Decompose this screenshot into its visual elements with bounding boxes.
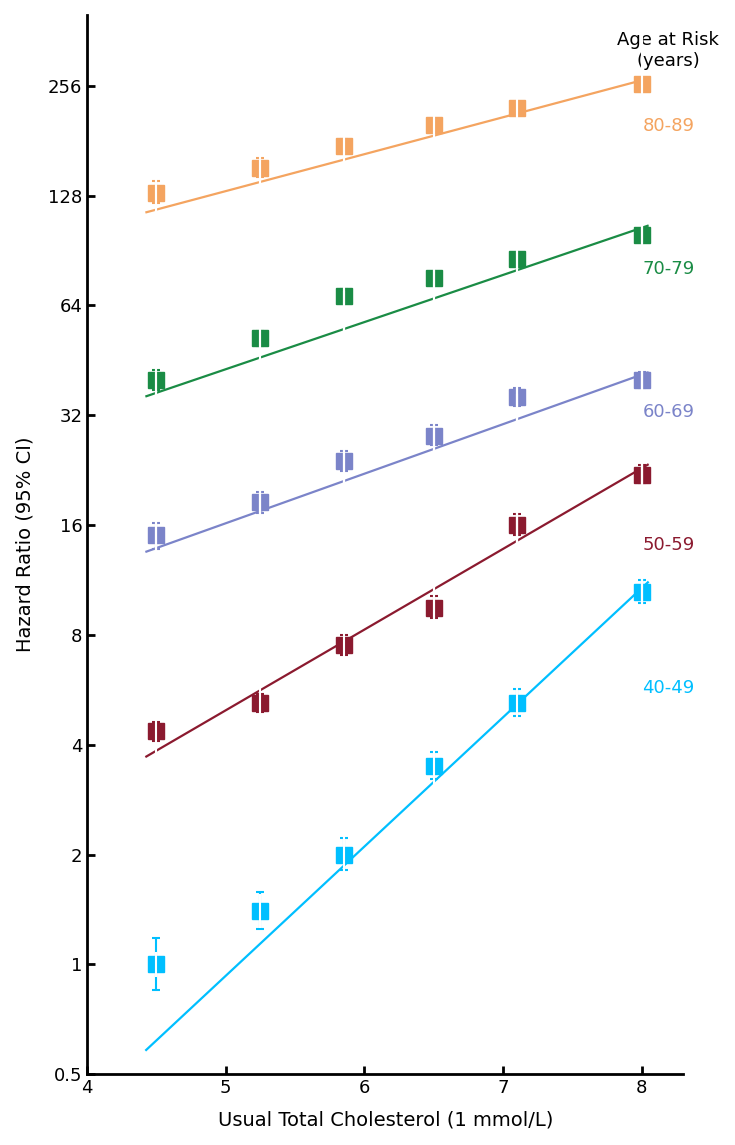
Text: Age at Risk
(years): Age at Risk (years) — [617, 31, 720, 70]
Text: 80-89: 80-89 — [642, 117, 695, 135]
Y-axis label: Hazard Ratio (95% CI): Hazard Ratio (95% CI) — [15, 437, 34, 653]
Text: 70-79: 70-79 — [642, 260, 695, 278]
Text: 40-49: 40-49 — [642, 679, 695, 696]
Text: 60-69: 60-69 — [642, 403, 695, 421]
Text: 50-59: 50-59 — [642, 536, 695, 554]
X-axis label: Usual Total Cholesterol (1 mmol/L): Usual Total Cholesterol (1 mmol/L) — [218, 1111, 553, 1130]
